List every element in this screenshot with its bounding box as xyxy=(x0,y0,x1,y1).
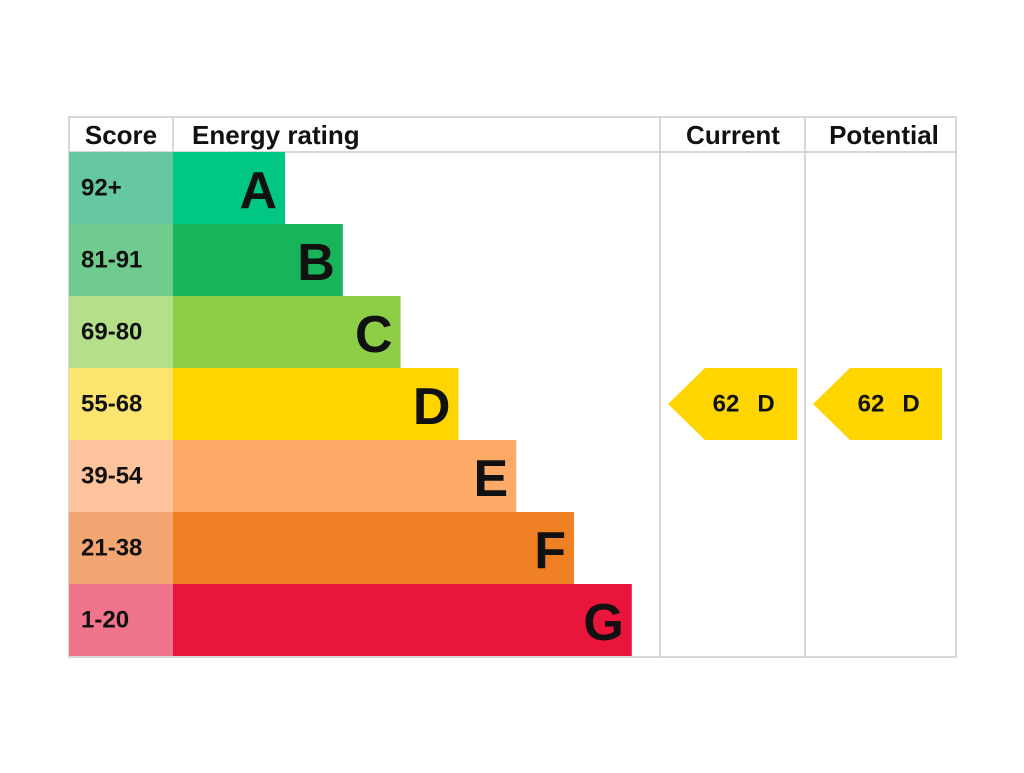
band-letter: A xyxy=(239,162,277,220)
score-cell xyxy=(69,584,173,656)
band-bar xyxy=(173,584,632,656)
score-cell xyxy=(69,224,173,296)
header-score: Score xyxy=(85,120,157,150)
score-label: 1-20 xyxy=(81,607,129,634)
score-cell xyxy=(69,440,173,512)
potential-value: 62 xyxy=(858,391,885,418)
band-bar xyxy=(173,224,343,296)
score-label: 55-68 xyxy=(81,391,142,418)
band-letter: E xyxy=(474,450,509,508)
band-letter: G xyxy=(583,594,623,652)
band-bar xyxy=(173,512,574,584)
score-cell xyxy=(69,296,173,368)
current-band: D xyxy=(757,391,774,418)
current-arrow xyxy=(668,368,797,440)
potential-arrow xyxy=(813,368,942,440)
header-rating: Energy rating xyxy=(192,120,360,150)
band-bar xyxy=(173,296,401,368)
score-label: 81-91 xyxy=(81,247,142,274)
header-potential: Potential xyxy=(829,120,939,150)
score-cell xyxy=(69,152,173,224)
band-bar xyxy=(173,440,517,512)
score-cell xyxy=(69,368,173,440)
band-letter: C xyxy=(355,306,393,364)
potential-band: D xyxy=(902,391,919,418)
score-cell xyxy=(69,512,173,584)
score-label: 69-80 xyxy=(81,319,142,346)
current-value: 62 xyxy=(713,391,740,418)
band-letter: D xyxy=(413,378,451,436)
band-bar xyxy=(173,152,285,224)
score-label: 92+ xyxy=(81,175,122,202)
band-letter: F xyxy=(534,522,566,580)
score-label: 21-38 xyxy=(81,535,142,562)
score-label: 39-54 xyxy=(81,463,143,490)
band-bar xyxy=(173,368,459,440)
band-letter: B xyxy=(297,234,335,292)
header-current: Current xyxy=(686,120,780,150)
